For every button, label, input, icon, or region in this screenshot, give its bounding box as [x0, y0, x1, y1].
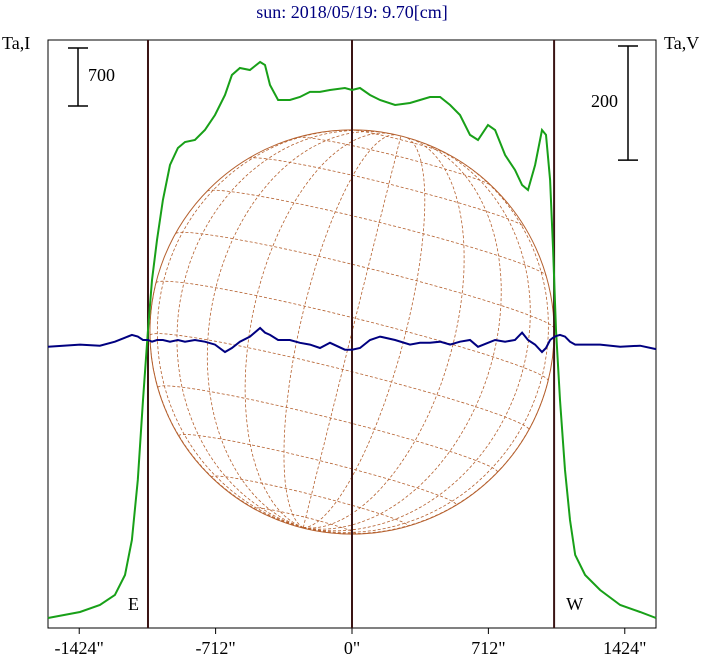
disk-grid-line [297, 136, 492, 187]
disk-grid-line [244, 132, 391, 528]
disk-grid-line [303, 380, 549, 535]
x-tick-label: 0" [344, 638, 360, 658]
y2-axis-label: Ta,V [664, 33, 699, 53]
disk-grid-line [248, 157, 525, 228]
disk-grid-line [303, 527, 354, 535]
series-line [47, 60, 657, 619]
limb-label: W [566, 594, 583, 614]
disk-grid-line [178, 433, 457, 506]
disk-grid-line [206, 131, 387, 528]
y-axis-label: Ta,I [2, 33, 30, 53]
limb-label: E [128, 594, 139, 614]
disk-grid-line [149, 283, 304, 528]
disk-grid-line [206, 189, 547, 277]
disk-grid-line [176, 129, 374, 528]
disk-grid-line [303, 139, 502, 530]
disk-grid-line [351, 129, 448, 155]
scale-bar-label: 700 [88, 65, 115, 85]
scale-bar-label: 200 [591, 91, 618, 111]
chart-title: sun: 2018/05/19: 9.70[cm] [256, 2, 448, 22]
disk-grid-line [303, 527, 306, 530]
disk-grid-line [253, 507, 356, 535]
disk-grid-line [156, 129, 341, 528]
series-line [47, 326, 657, 354]
x-tick-label: -1424" [55, 638, 104, 658]
disk-grid-line [303, 137, 426, 528]
disk-grid-line [211, 475, 409, 527]
disk-grid-line [303, 527, 322, 533]
disk-grid-line [283, 134, 396, 528]
disk-grid-line [303, 138, 465, 529]
x-tick-label: 712" [471, 638, 505, 658]
x-tick-label: 1424" [603, 638, 646, 658]
disk-grid-line [303, 144, 531, 532]
disk-grid-line [303, 159, 549, 533]
x-tick-label: -712" [195, 638, 235, 658]
